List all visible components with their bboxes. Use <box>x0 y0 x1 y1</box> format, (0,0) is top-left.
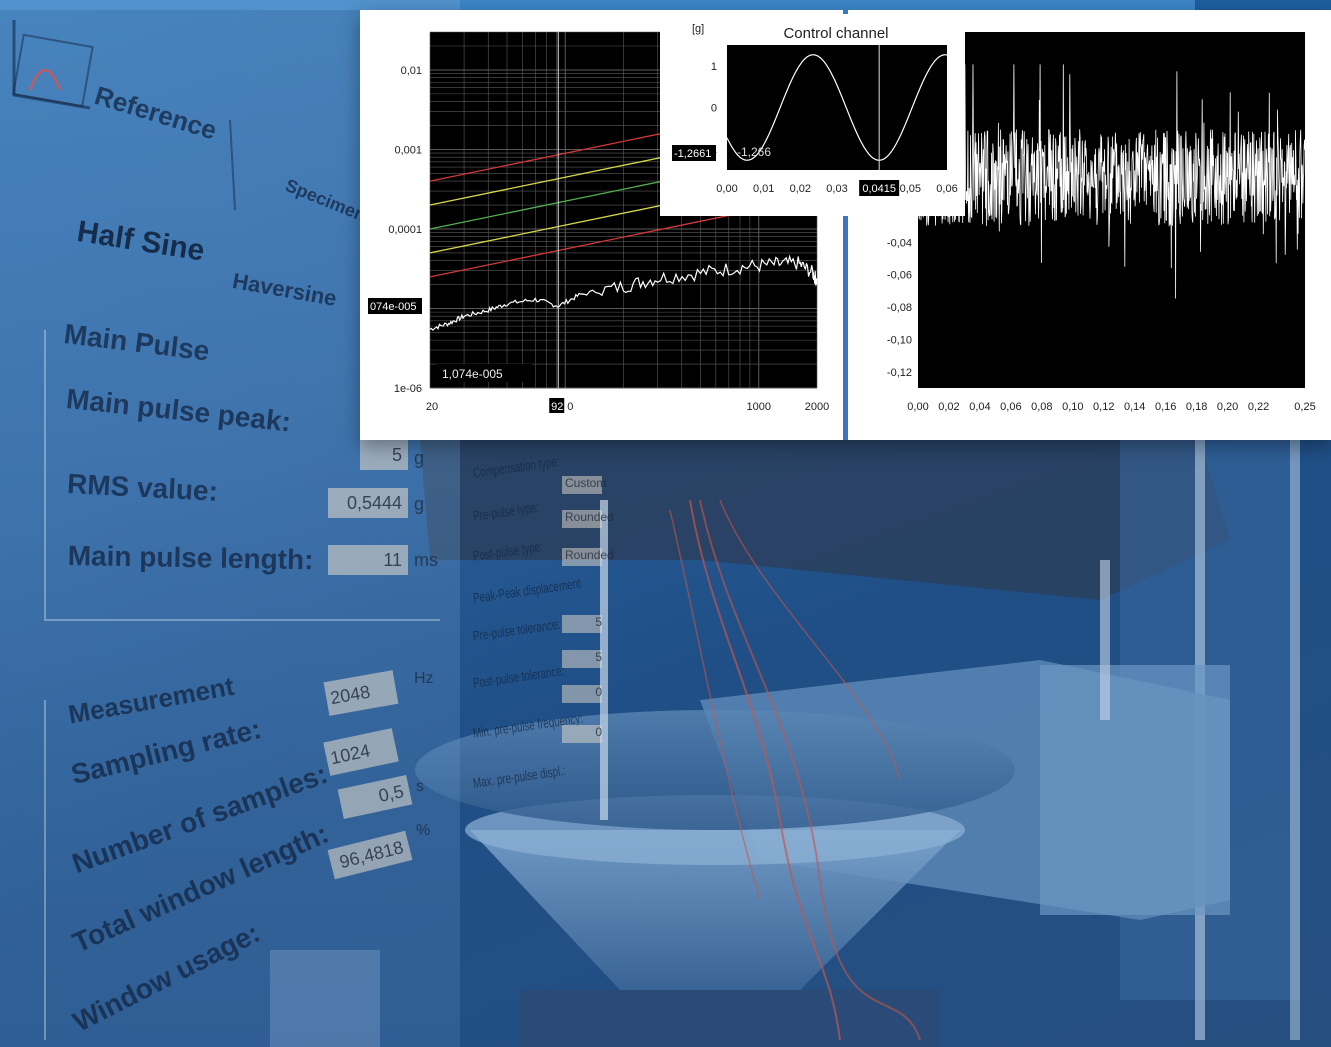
time-signal-x-tick-label: 0,00 <box>907 401 928 413</box>
control-channel-cursor-y-label: -1,2661 <box>674 148 711 160</box>
control-channel-x-tick-label: 0,03 <box>826 183 847 195</box>
ghost-max-pre-pulse-displ-label: Max. pre-pulse displ.: <box>472 762 567 791</box>
spectrum-x-tick-label: 1000 <box>747 401 771 413</box>
spectrum-y-tick-label: 1e-06 <box>394 383 422 395</box>
ghost-max-pre-pulse-displ-field: 0 <box>562 725 602 743</box>
time-signal-x-tick-label: 0,18 <box>1186 401 1207 413</box>
time-signal-y-tick-label: -0,06 <box>887 270 912 282</box>
control-channel-x-tick-label: 0,05 <box>900 183 921 195</box>
ghost-post-pulse-type-label: Post-pulse type: <box>472 538 544 564</box>
spectrum-cursor-x-label-suffix: 0 <box>567 401 573 413</box>
time-signal-x-tick-label: 0,16 <box>1155 401 1176 413</box>
control-channel-title: Control channel <box>783 25 888 42</box>
ghost-pre-pulse-tolerance-field: 5 <box>562 615 602 633</box>
spectrum-x-tick-label: 2000 <box>805 401 829 413</box>
control-channel-x-tick-label: 0,06 <box>936 183 957 195</box>
time-signal-y-tick-label: -0,12 <box>887 367 912 379</box>
ghost-panel-lines <box>12 20 440 1040</box>
spectrum-y-tick-label: 0,001 <box>394 144 422 156</box>
control-channel-cursor-x-label: 0,0415 <box>862 183 896 195</box>
ghost-main-pulse-length-field: 11 <box>328 545 408 575</box>
chart-panel-divider <box>843 10 848 440</box>
spectrum-series-line <box>429 254 818 331</box>
time-signal-x-tick-label: 0,20 <box>1217 401 1238 413</box>
time-signal-x-tick-label: 0,12 <box>1093 401 1114 413</box>
time-signal-plot-area <box>918 32 1305 388</box>
control-channel-plot-area <box>727 45 947 170</box>
time-signal-chart[interactable]: -0,02-0,04-0,06-0,08-0,10-0,120,000,020,… <box>848 10 1331 440</box>
time-signal-y-tick-label: -0,08 <box>887 302 912 314</box>
control-channel-x-tick-label: 0,01 <box>753 183 774 195</box>
ghost-rms-unit: g <box>414 494 425 514</box>
time-signal-y-tick-label: -0,04 <box>887 237 912 249</box>
control-channel-cursor-y-badge <box>672 145 716 161</box>
spectrum-cursor-x-badge <box>549 398 565 413</box>
top-accent-bar-right <box>1195 0 1331 10</box>
control-channel-series-line <box>726 54 948 161</box>
time-signal-x-tick-label: 0,08 <box>1031 401 1052 413</box>
time-signal-x-tick-label: 0,25 <box>1294 401 1315 413</box>
ghost-rms-field: 0,5444 <box>328 488 408 518</box>
time-signal-x-tick-label: 0,10 <box>1062 401 1083 413</box>
control-channel-x-tick-label: 0,00 <box>716 183 737 195</box>
ghost-pre-pulse-type-field: Rounded <box>562 510 614 528</box>
ghost-main-pulse-length-unit: ms <box>414 550 438 570</box>
time-signal-x-tick-label: 0,02 <box>938 401 959 413</box>
spectrum-readout: 1,074e-005 <box>442 367 503 381</box>
ghost-main-pulse-length-label: Main pulse length: <box>67 540 314 576</box>
ghost-post-pulse-tolerance-label: Post-pulse tolerance: <box>472 662 566 691</box>
ghost-post-pulse-type-field: Rounded <box>562 548 614 566</box>
ghost-pre-pulse-type-label: Pre-pulse type: <box>472 498 540 524</box>
ghost-main-pulse-peak-unit: g <box>414 448 425 468</box>
control-channel-ylabel: [g] <box>692 23 704 35</box>
time-signal-x-tick-label: 0,14 <box>1124 401 1145 413</box>
ghost-main-pulse-peak-field: 5 <box>360 440 408 470</box>
spectrum-cursor-x-label: 92 <box>551 401 563 413</box>
time-signal-series-line <box>917 64 1306 299</box>
ghost-compensation-type-field: Custom <box>562 476 606 494</box>
control-channel-x-tick-label: 0,02 <box>790 183 811 195</box>
control-channel-y-tick-label: 1 <box>711 61 717 73</box>
time-signal-x-tick-label: 0,06 <box>1000 401 1021 413</box>
control-channel-chart[interactable]: Control channel[g]10-10,000,010,020,030,… <box>660 14 965 216</box>
ghost-peak-peak-label: Peak-Peak displacement <box>472 574 582 606</box>
ghost-compensation-type-label: Compensation type: <box>472 452 561 481</box>
spectrum-y-tick-label: 0,0001 <box>388 224 422 236</box>
top-accent-bar <box>0 0 1331 10</box>
spectrum-cursor-y-label: 074e-005 <box>370 301 417 313</box>
ghost-window-usage-unit: % <box>416 822 431 839</box>
spectrum-x-tick-label: 20 <box>426 401 438 413</box>
ghost-total-window-unit: s <box>416 778 424 795</box>
control-channel-readout: -1,266 <box>737 145 771 159</box>
ghost-sampling-rate-unit: Hz <box>414 670 434 687</box>
ghost-min-pre-pulse-frequency-field: 0 <box>562 685 602 703</box>
spectrum-y-tick-label: 0,01 <box>401 65 422 77</box>
ghost-compensation-panel: Compensation type: Custom Pre-pulse type… <box>462 440 614 820</box>
time-signal-y-tick-label: -0,10 <box>887 334 912 346</box>
control-channel-cursor-x-badge <box>859 180 900 196</box>
ghost-post-pulse-tolerance-field: 5 <box>562 650 602 668</box>
time-signal-x-tick-label: 0,22 <box>1248 401 1269 413</box>
spectrum-readout-box <box>436 364 532 382</box>
ghost-pre-pulse-tolerance-label: Pre-pulse tolerance: <box>472 615 562 644</box>
time-signal-x-tick-label: 0,04 <box>969 401 990 413</box>
control-channel-y-tick-label: 0 <box>711 103 717 115</box>
spectrum-cursor-y-badge <box>368 298 422 315</box>
